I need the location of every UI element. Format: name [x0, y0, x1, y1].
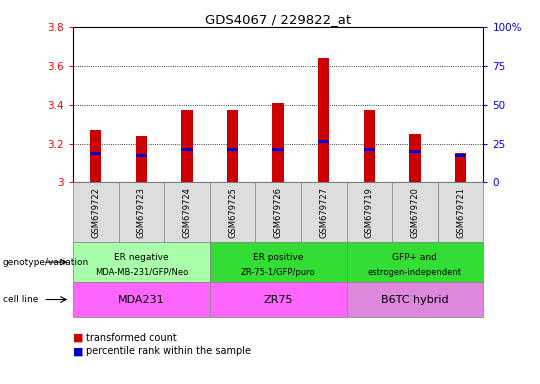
Text: percentile rank within the sample: percentile rank within the sample: [86, 346, 252, 356]
Text: GSM679720: GSM679720: [410, 187, 420, 238]
Text: ER positive: ER positive: [253, 253, 303, 262]
Text: GSM679722: GSM679722: [91, 187, 100, 238]
Bar: [272, 148, 284, 151]
Text: GSM679721: GSM679721: [456, 187, 465, 238]
Text: genotype/variation: genotype/variation: [3, 258, 89, 266]
Text: ■: ■: [73, 346, 83, 356]
Text: ■: ■: [73, 333, 83, 343]
Bar: [363, 148, 375, 151]
Text: MDA-MB-231/GFP/Neo: MDA-MB-231/GFP/Neo: [94, 268, 188, 276]
Bar: [227, 111, 238, 182]
Text: GSM679726: GSM679726: [274, 187, 282, 238]
Text: ER negative: ER negative: [114, 253, 168, 262]
Bar: [409, 150, 421, 153]
Text: ZR-75-1/GFP/puro: ZR-75-1/GFP/puro: [241, 268, 315, 276]
Bar: [181, 111, 193, 182]
Bar: [409, 134, 421, 182]
Text: GSM679725: GSM679725: [228, 187, 237, 238]
Bar: [136, 136, 147, 182]
Bar: [90, 152, 102, 155]
Text: GSM679723: GSM679723: [137, 187, 146, 238]
Text: transformed count: transformed count: [86, 333, 177, 343]
Bar: [181, 148, 193, 151]
Text: B6TC hybrid: B6TC hybrid: [381, 295, 449, 305]
Text: cell line: cell line: [3, 295, 38, 304]
Bar: [227, 148, 238, 151]
Bar: [136, 154, 147, 157]
Bar: [318, 140, 329, 143]
Text: GSM679724: GSM679724: [183, 187, 191, 238]
Bar: [90, 130, 102, 182]
Bar: [318, 58, 329, 182]
Text: GFP+ and: GFP+ and: [393, 253, 437, 262]
Bar: [455, 153, 466, 182]
Bar: [272, 103, 284, 182]
Title: GDS4067 / 229822_at: GDS4067 / 229822_at: [205, 13, 351, 26]
Text: GSM679719: GSM679719: [365, 187, 374, 238]
Text: ZR75: ZR75: [264, 295, 293, 305]
Bar: [455, 154, 466, 157]
Text: estrogen-independent: estrogen-independent: [368, 268, 462, 276]
Bar: [363, 111, 375, 182]
Text: MDA231: MDA231: [118, 295, 165, 305]
Text: GSM679727: GSM679727: [319, 187, 328, 238]
